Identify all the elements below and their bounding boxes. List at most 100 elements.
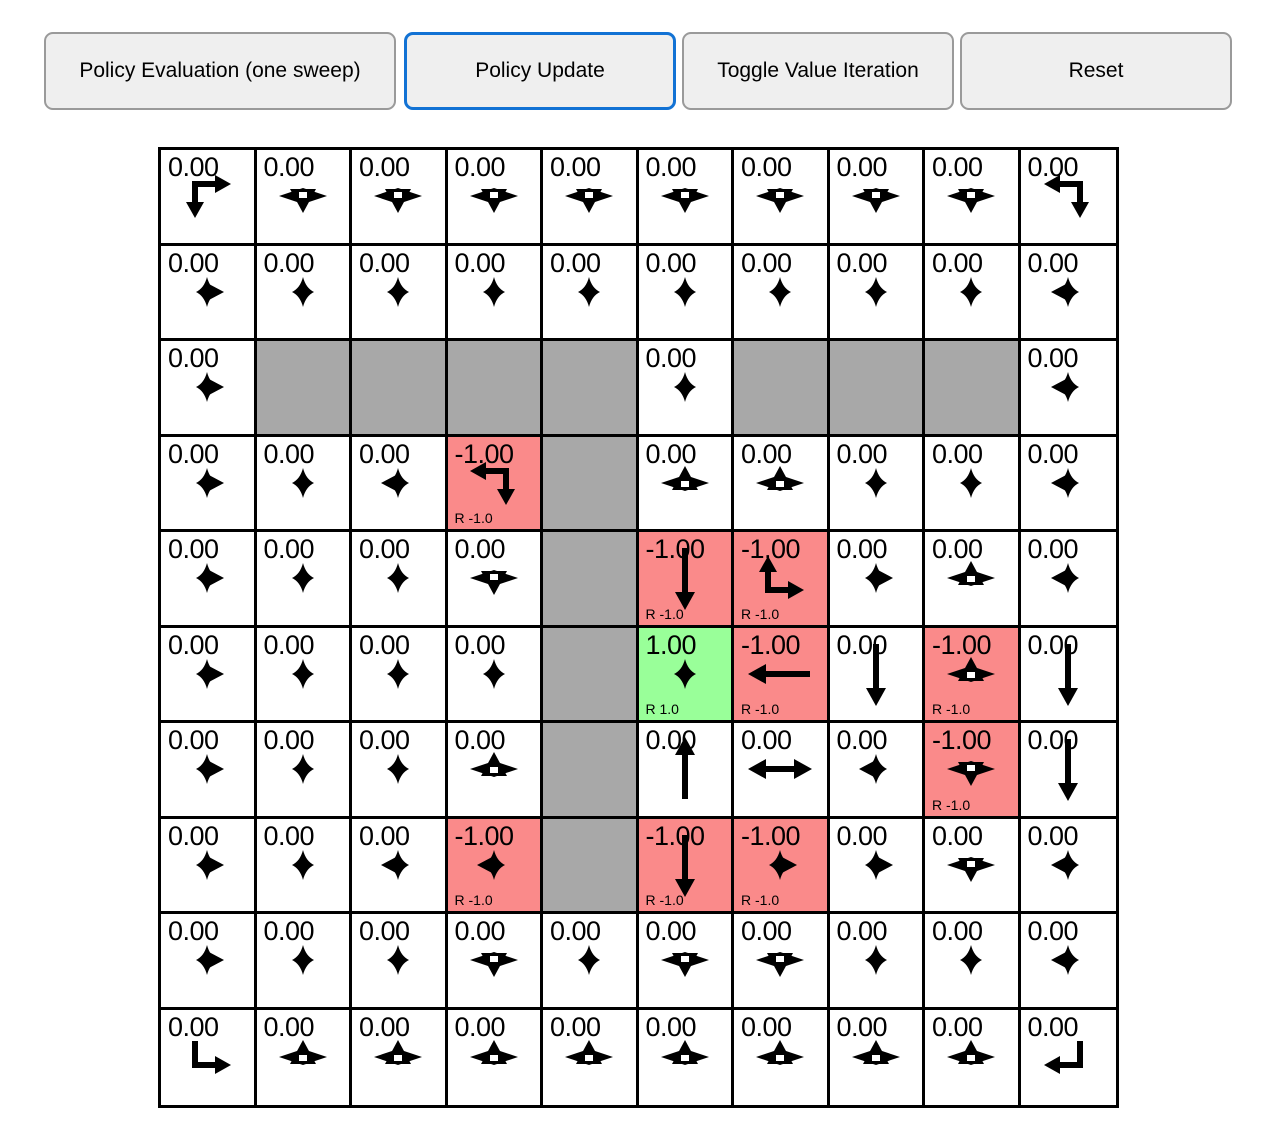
grid-cell[interactable]: 0.00 bbox=[638, 150, 734, 246]
grid-cell[interactable]: 0.00 bbox=[352, 627, 448, 723]
grid-cell[interactable]: 0.00 bbox=[543, 150, 639, 246]
grid-cell[interactable]: 0.00 bbox=[638, 436, 734, 532]
grid-cell[interactable]: 0.00 bbox=[829, 150, 925, 246]
grid-cell[interactable]: 0.00 bbox=[543, 914, 639, 1010]
grid-cell[interactable]: 0.00 bbox=[447, 914, 543, 1010]
grid-cell[interactable]: 0.00 bbox=[352, 818, 448, 914]
grid-cell[interactable]: 0.00 bbox=[829, 818, 925, 914]
grid-cell[interactable]: 0.00 bbox=[734, 914, 830, 1010]
reset-button[interactable]: Reset bbox=[960, 32, 1232, 110]
grid-cell[interactable]: -1.00 R -1.0 bbox=[734, 627, 830, 723]
policy-evaluation-one-sweep-button[interactable]: Policy Evaluation (one sweep) bbox=[44, 32, 396, 110]
grid-cell[interactable]: 0.00 bbox=[352, 436, 448, 532]
grid-cell[interactable]: 0.00 bbox=[447, 150, 543, 246]
grid-cell[interactable]: 0.00 bbox=[1020, 341, 1116, 437]
cell-reward-label: R -1.0 bbox=[932, 701, 971, 717]
grid-cell[interactable]: 0.00 bbox=[638, 245, 734, 341]
cell-value: 0.00 bbox=[645, 916, 697, 946]
policy-update-button[interactable]: Policy Update bbox=[404, 32, 676, 110]
grid-cell[interactable]: 0.00 bbox=[734, 245, 830, 341]
grid-cell[interactable]: 0.00 bbox=[543, 245, 639, 341]
grid-cell[interactable]: 0.00 bbox=[829, 627, 925, 723]
grid-cell[interactable]: 0.00 bbox=[256, 436, 352, 532]
cell-value: 0.00 bbox=[932, 152, 983, 182]
grid-cell[interactable]: 0.00 bbox=[925, 150, 1021, 246]
grid-cell[interactable]: 0.00 bbox=[1020, 532, 1116, 628]
grid-cell[interactable]: 0.00 bbox=[829, 245, 925, 341]
grid-cell[interactable]: 0.00 bbox=[161, 341, 257, 437]
grid-cell[interactable]: 0.00 bbox=[161, 627, 257, 723]
cell-value: 0.00 bbox=[454, 1011, 506, 1042]
grid-cell[interactable]: -1.00 R -1.0 bbox=[925, 627, 1021, 723]
grid-cell[interactable]: 0.00 bbox=[829, 914, 925, 1010]
grid-cell[interactable]: 0.00 bbox=[352, 1009, 448, 1105]
grid-cell[interactable]: 0.00 bbox=[829, 532, 925, 628]
grid-cell[interactable]: 0.00 bbox=[352, 914, 448, 1010]
grid-cell[interactable]: 0.00 bbox=[638, 914, 734, 1010]
grid-cell[interactable]: 0.00 bbox=[447, 723, 543, 819]
grid-cell[interactable]: 0.00 bbox=[352, 723, 448, 819]
grid-cell[interactable]: -1.00 R -1.0 bbox=[447, 818, 543, 914]
grid-cell[interactable]: 0.00 bbox=[256, 627, 352, 723]
grid-cell[interactable]: 0.00 bbox=[447, 245, 543, 341]
grid-cell[interactable]: 0.00 bbox=[734, 436, 830, 532]
grid-cell[interactable]: -1.00 R -1.0 bbox=[638, 532, 734, 628]
grid-cell[interactable]: 0.00 bbox=[1020, 245, 1116, 341]
grid-cell[interactable]: 0.00 bbox=[734, 723, 830, 819]
grid-cell[interactable]: 0.00 bbox=[256, 723, 352, 819]
grid-cell-wall bbox=[543, 341, 639, 437]
grid-cell[interactable]: 0.00 bbox=[256, 1009, 352, 1105]
gridworld-grid[interactable]: 0.00 0.00 0.00 0.00 0.00 0.00 0.00 0.00 0.00 0.00… bbox=[158, 147, 1119, 1108]
grid-cell[interactable]: 0.00 bbox=[829, 723, 925, 819]
grid-cell[interactable]: 0.00 bbox=[447, 532, 543, 628]
grid-cell[interactable]: 0.00 bbox=[447, 627, 543, 723]
grid-cell[interactable]: 0.00 bbox=[256, 818, 352, 914]
grid-cell[interactable]: 0.00 bbox=[256, 150, 352, 246]
cell-value: 0.00 bbox=[359, 247, 410, 278]
grid-cell[interactable]: 0.00 bbox=[352, 245, 448, 341]
grid-cell[interactable]: 0.00 bbox=[161, 245, 257, 341]
grid-cell[interactable]: 1.00 R 1.0 bbox=[638, 627, 734, 723]
grid-cell[interactable]: 0.00 bbox=[543, 1009, 639, 1105]
grid-cell[interactable]: 0.00 bbox=[161, 436, 257, 532]
grid-cell[interactable]: 0.00 bbox=[734, 1009, 830, 1105]
grid-cell[interactable]: 0.00 bbox=[925, 914, 1021, 1010]
grid-cell[interactable]: 0.00 bbox=[829, 1009, 925, 1105]
grid-cell[interactable]: -1.00 R -1.0 bbox=[734, 818, 830, 914]
grid-cell[interactable]: 0.00 bbox=[925, 1009, 1021, 1105]
grid-cell[interactable]: 0.00 bbox=[1020, 627, 1116, 723]
grid-cell[interactable]: -1.00 R -1.0 bbox=[638, 818, 734, 914]
grid-cell[interactable]: 0.00 bbox=[1020, 914, 1116, 1010]
grid-cell[interactable]: 0.00 bbox=[734, 150, 830, 246]
grid-cell[interactable]: -1.00 R -1.0 bbox=[447, 436, 543, 532]
grid-cell[interactable]: -1.00 R -1.0 bbox=[925, 723, 1021, 819]
grid-cell[interactable]: 0.00 bbox=[256, 245, 352, 341]
grid-cell[interactable]: 0.00 bbox=[161, 818, 257, 914]
grid-cell[interactable]: 0.00 bbox=[352, 150, 448, 246]
grid-cell[interactable]: 0.00 bbox=[1020, 1009, 1116, 1105]
grid-cell[interactable]: 0.00 bbox=[925, 818, 1021, 914]
grid-cell[interactable]: 0.00 bbox=[256, 532, 352, 628]
grid-cell[interactable]: 0.00 bbox=[161, 723, 257, 819]
grid-cell[interactable]: 0.00 bbox=[256, 914, 352, 1010]
grid-cell[interactable]: 0.00 bbox=[447, 1009, 543, 1105]
grid-cell[interactable]: 0.00 bbox=[1020, 436, 1116, 532]
grid-cell[interactable]: 0.00 bbox=[1020, 150, 1116, 246]
grid-cell[interactable]: 0.00 bbox=[925, 245, 1021, 341]
grid-cell[interactable]: 0.00 bbox=[1020, 818, 1116, 914]
grid-cell[interactable]: 0.00 bbox=[1020, 723, 1116, 819]
grid-cell[interactable]: 0.00 bbox=[161, 532, 257, 628]
grid-cell[interactable]: 0.00 bbox=[925, 532, 1021, 628]
grid-cell[interactable]: 0.00 bbox=[925, 436, 1021, 532]
grid-cell[interactable]: -1.00 R -1.0 bbox=[734, 532, 830, 628]
toggle-value-iteration-button[interactable]: Toggle Value Iteration bbox=[682, 32, 954, 110]
grid-cell[interactable]: 0.00 bbox=[638, 1009, 734, 1105]
grid-cell[interactable]: 0.00 bbox=[352, 532, 448, 628]
grid-cell[interactable]: 0.00 bbox=[161, 150, 257, 246]
grid-cell[interactable]: 0.00 bbox=[638, 341, 734, 437]
cell-reward-label: R -1.0 bbox=[454, 510, 493, 526]
grid-cell[interactable]: 0.00 bbox=[161, 1009, 257, 1105]
grid-cell[interactable]: 0.00 bbox=[829, 436, 925, 532]
grid-cell[interactable]: 0.00 bbox=[161, 914, 257, 1010]
grid-cell[interactable]: 0.00 bbox=[638, 723, 734, 819]
